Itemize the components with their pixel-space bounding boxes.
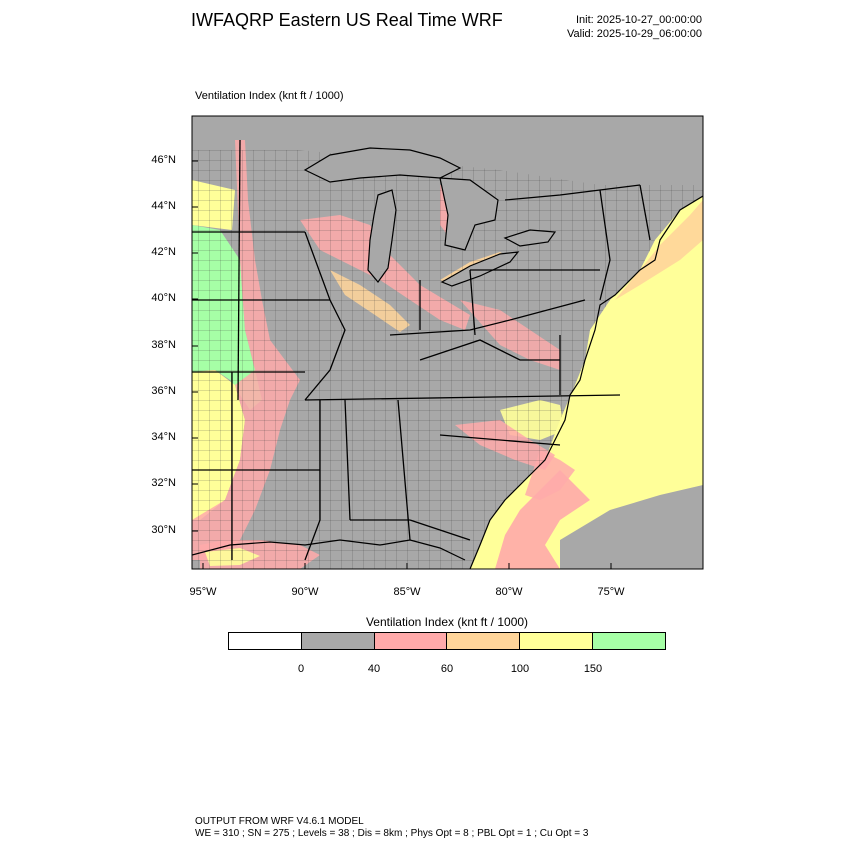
lat-label: 34°N bbox=[151, 431, 176, 443]
lat-label: 38°N bbox=[151, 339, 176, 351]
colorbar-segment bbox=[447, 633, 521, 649]
gulf-coastline bbox=[192, 539, 466, 561]
lon-label: 95°W bbox=[189, 586, 217, 598]
lat-label: 32°N bbox=[151, 477, 176, 489]
run-times: Init: 2025-10-27_00:00:00 Valid: 2025-10… bbox=[567, 13, 702, 41]
atlantic-gray-south bbox=[560, 485, 703, 569]
lake-huron bbox=[439, 177, 499, 251]
colorbar-segment bbox=[301, 633, 375, 649]
field-label: Ventilation Index (knt ft / 1000) bbox=[195, 90, 344, 102]
lake-superior bbox=[303, 147, 462, 183]
lon-label: 75°W bbox=[597, 586, 625, 598]
lat-ticks bbox=[192, 160, 198, 532]
colorbar-tick-label: 40 bbox=[367, 663, 381, 675]
lake-michigan bbox=[367, 189, 397, 283]
model-info-line1: OUTPUT FROM WRF V4.6.1 MODEL bbox=[195, 816, 364, 827]
atlantic-yellow bbox=[470, 196, 703, 569]
lon-label: 90°W bbox=[291, 586, 319, 598]
lat-label: 36°N bbox=[151, 385, 176, 397]
colorbar-tick-label: 150 bbox=[583, 663, 603, 675]
atlantic-orange-band bbox=[615, 200, 703, 300]
lat-label: 46°N bbox=[151, 154, 176, 166]
lat-label: 44°N bbox=[151, 200, 176, 212]
colorbar bbox=[228, 632, 666, 650]
colorbar-segment bbox=[593, 633, 665, 649]
valid-time: Valid: 2025-10-29_06:00:00 bbox=[567, 28, 702, 40]
lat-label: 40°N bbox=[151, 292, 176, 304]
lon-ticks bbox=[202, 563, 612, 569]
lon-label: 80°W bbox=[495, 586, 523, 598]
plot-title: IWFAQRP Eastern US Real Time WRF bbox=[191, 10, 503, 30]
lon-label: 85°W bbox=[393, 586, 421, 598]
colorbar-segment bbox=[374, 633, 448, 649]
colorbar-segment bbox=[520, 633, 594, 649]
colorbar-tick-label: 60 bbox=[440, 663, 454, 675]
lake-erie bbox=[440, 251, 520, 287]
model-info: OUTPUT FROM WRF V4.6.1 MODEL WE = 310 ; … bbox=[195, 816, 588, 840]
colorbar-title: Ventilation Index (knt ft / 1000) bbox=[365, 615, 529, 629]
colorbar-tick-label: 0 bbox=[297, 663, 305, 675]
colorbar-segment bbox=[229, 633, 302, 649]
lake-ontario bbox=[503, 229, 557, 247]
init-time: Init: 2025-10-27_00:00:00 bbox=[576, 14, 702, 26]
model-info-line2: WE = 310 ; SN = 275 ; Levels = 38 ; Dis … bbox=[195, 828, 589, 839]
atlantic-coastline bbox=[469, 195, 703, 569]
map-frame bbox=[191, 115, 704, 570]
atlantic-pink-band bbox=[495, 470, 590, 569]
lat-label: 42°N bbox=[151, 246, 176, 258]
lat-label: 30°N bbox=[151, 524, 176, 536]
state-boundaries bbox=[192, 139, 651, 561]
colorbar-tick-label: 100 bbox=[510, 663, 530, 675]
